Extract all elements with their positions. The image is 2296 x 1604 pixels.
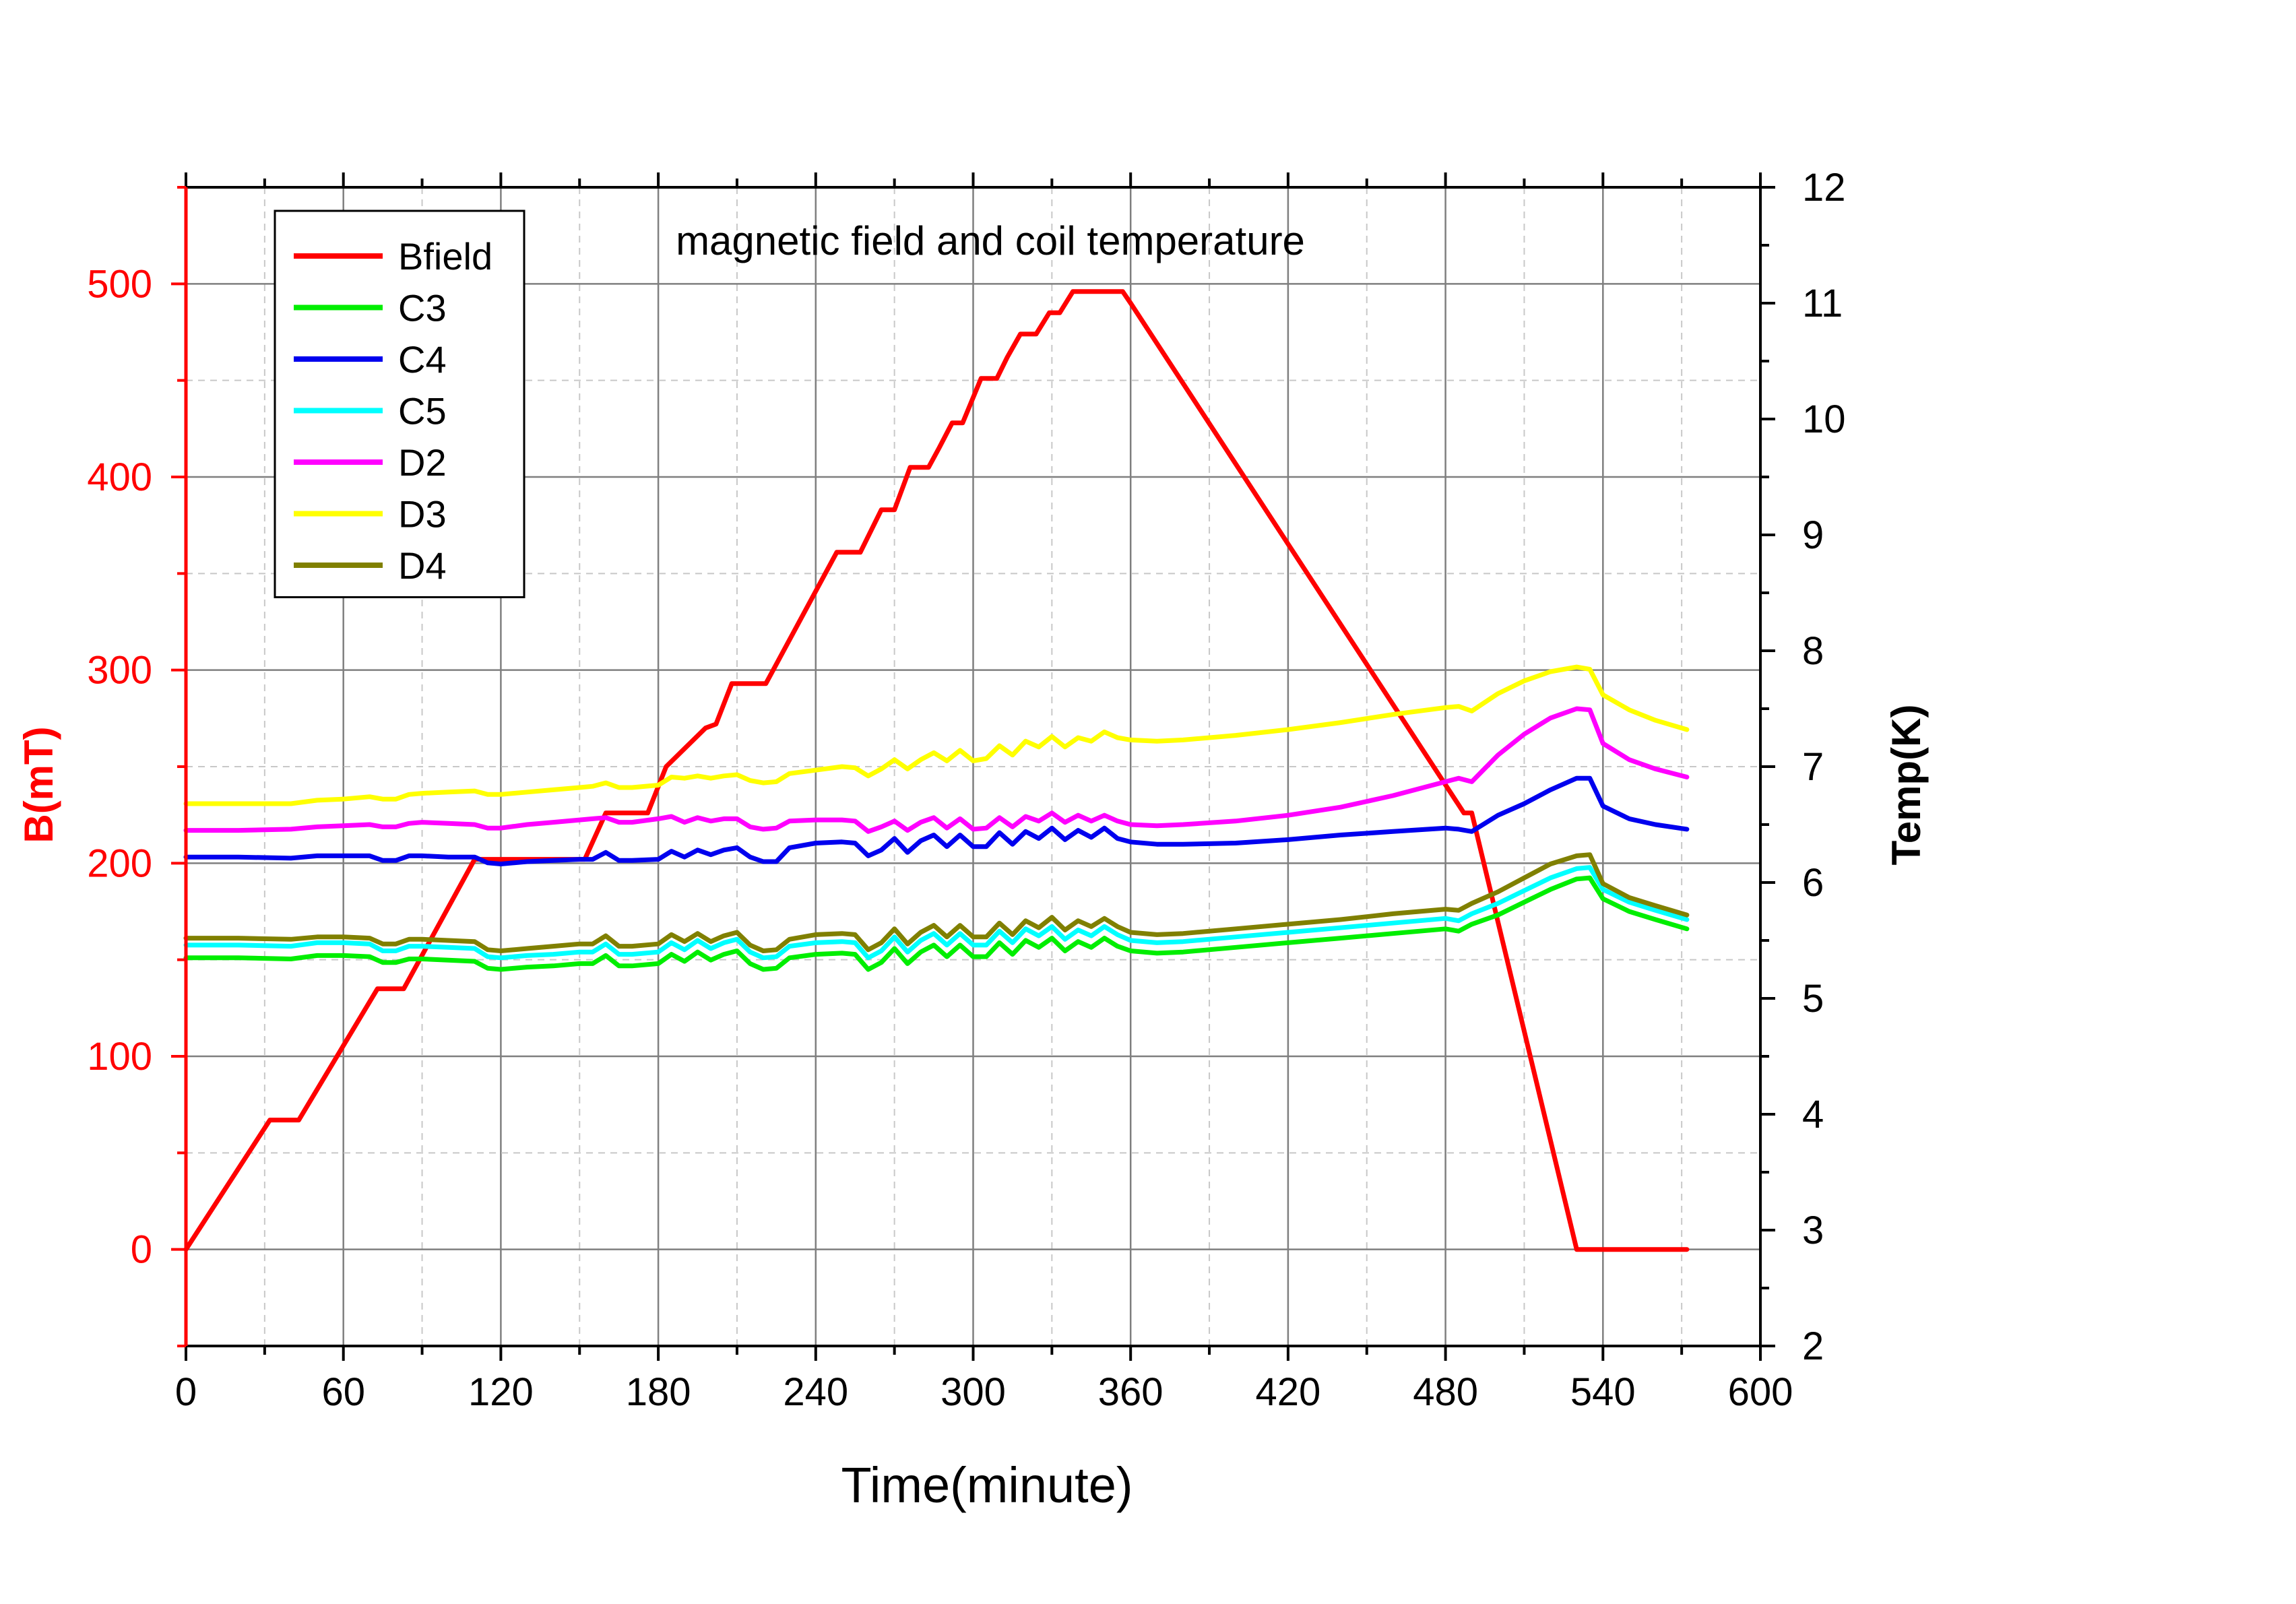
- legend-box: [274, 210, 525, 598]
- right-tick-label: 4: [1802, 1093, 1824, 1136]
- x-tick-label: 420: [1256, 1370, 1321, 1414]
- legend-label-d3: D3: [398, 493, 447, 536]
- legend-label-c5: C5: [398, 390, 447, 432]
- legend-label-c3: C3: [398, 287, 447, 329]
- series-line-c4: [183, 775, 1690, 866]
- left-tick-label: 0: [131, 1228, 152, 1272]
- left-tick-label: 100: [87, 1035, 152, 1079]
- legend-label-c4: C4: [398, 338, 447, 381]
- right-tick-label: 3: [1802, 1209, 1824, 1252]
- x-axis-title: Time(minute): [841, 1457, 1133, 1513]
- x-tick-label: 300: [940, 1370, 1006, 1414]
- right-tick-label: 2: [1802, 1324, 1824, 1368]
- axes: 0 60 120 180 240 300 360 420 480 540 600 0 100 200 300…: [87, 166, 1845, 1414]
- series-layer: [183, 289, 1690, 1252]
- x-tick-label: 180: [626, 1370, 691, 1414]
- left-tick-label: 500: [87, 262, 152, 306]
- left-tick-label: 400: [87, 455, 152, 499]
- right-tick-label: 11: [1802, 282, 1843, 325]
- right-tick-label: 5: [1802, 977, 1824, 1021]
- x-tick-label: 540: [1570, 1370, 1636, 1414]
- series-line-c5: [183, 865, 1690, 961]
- legend-label-d2: D2: [398, 441, 447, 484]
- right-tick-label: 9: [1802, 513, 1824, 557]
- chart-title: magnetic field and coil temperature: [676, 218, 1305, 263]
- right-tick-label: 6: [1802, 861, 1824, 905]
- left-tick-label: 300: [87, 649, 152, 693]
- right-tick-label: 8: [1802, 629, 1824, 673]
- series-line-d4: [183, 852, 1690, 953]
- x-tick-label: 60: [321, 1370, 365, 1414]
- right-tick-label: 7: [1802, 745, 1824, 789]
- x-tick-label: 600: [1728, 1370, 1793, 1414]
- series-line-d2: [183, 706, 1690, 834]
- legend-label-bfield: Bfield: [398, 235, 492, 278]
- x-tick-label: 480: [1413, 1370, 1478, 1414]
- x-tick-label: 120: [468, 1370, 534, 1414]
- legend-label-d4: D4: [398, 544, 447, 587]
- series-line-bfield: [183, 289, 1690, 1252]
- x-tick-label: 360: [1098, 1370, 1163, 1414]
- left-tick-label: 200: [87, 841, 152, 885]
- y-axis-title-left: B(mT): [16, 726, 61, 843]
- x-tick-label: 0: [175, 1370, 197, 1414]
- series-line-d3: [183, 664, 1690, 806]
- series-line-c3: [183, 875, 1690, 972]
- legend: Bfield C3 C4 C5 D2 D3 D4: [274, 210, 525, 598]
- x-tick-label: 240: [783, 1370, 848, 1414]
- right-tick-label: 10: [1802, 397, 1846, 441]
- right-tick-label: 12: [1802, 166, 1846, 210]
- y-axis-title-right: Temp(K): [1884, 705, 1929, 866]
